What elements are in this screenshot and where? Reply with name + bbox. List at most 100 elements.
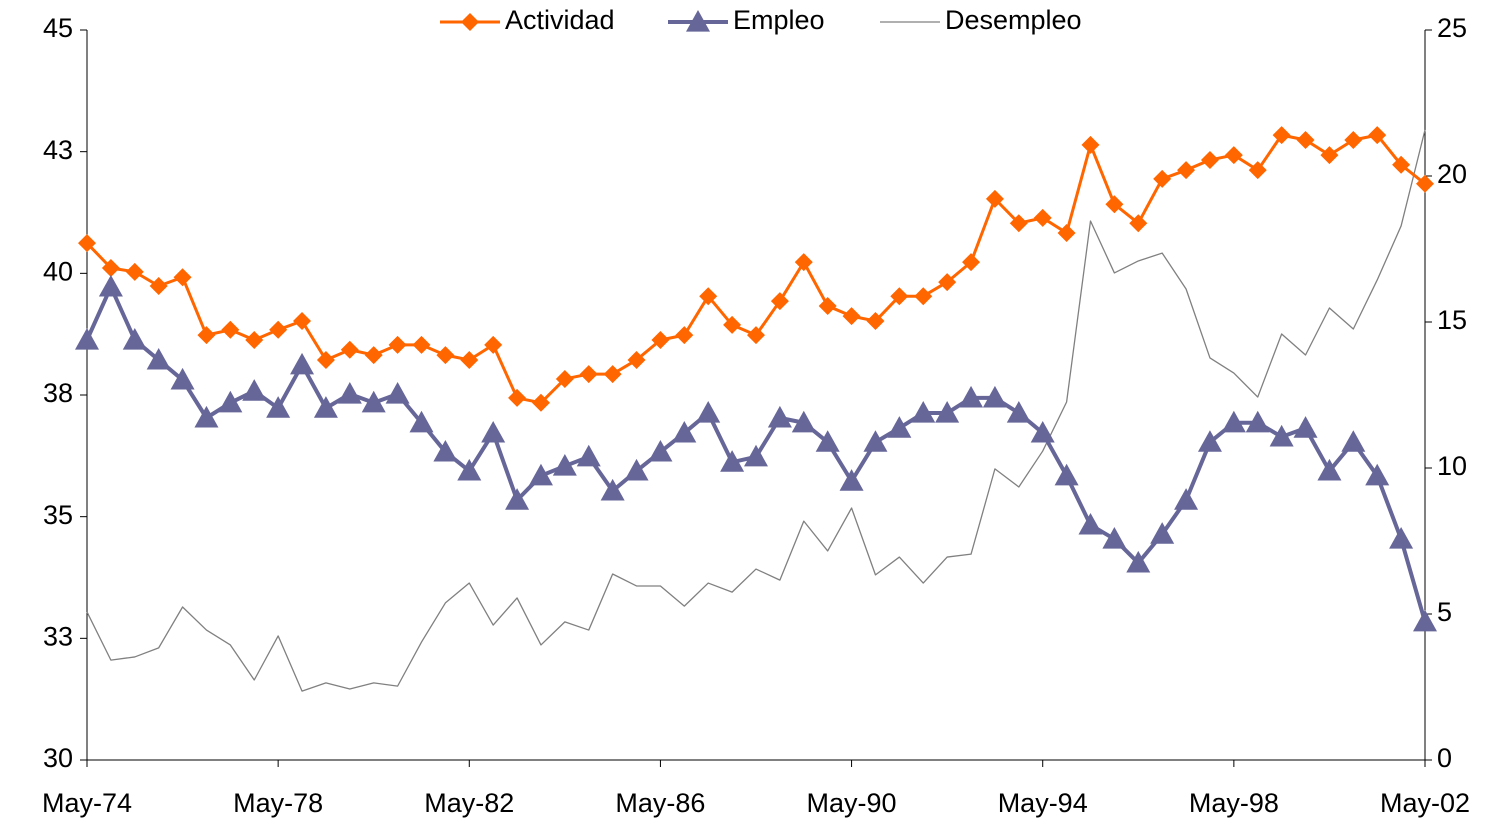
point <box>125 262 144 281</box>
point <box>1102 527 1127 549</box>
point <box>361 390 386 413</box>
point <box>699 287 718 306</box>
point <box>221 320 240 339</box>
point <box>815 430 840 452</box>
point <box>170 367 195 390</box>
point <box>747 326 765 345</box>
point <box>1006 401 1031 423</box>
point <box>1389 527 1414 549</box>
point <box>266 396 291 418</box>
x-tick-label: May-86 <box>615 788 705 818</box>
point <box>552 454 577 476</box>
point <box>624 458 649 481</box>
point <box>938 273 957 292</box>
point <box>911 401 936 423</box>
point <box>101 258 120 277</box>
point <box>935 401 960 423</box>
point <box>98 274 123 297</box>
point <box>890 287 909 306</box>
point <box>866 312 885 331</box>
point <box>914 287 933 306</box>
point <box>1272 126 1291 145</box>
point <box>1293 416 1318 438</box>
point <box>959 385 984 408</box>
point <box>1365 463 1390 486</box>
legend-marker <box>686 10 710 32</box>
point <box>600 478 625 501</box>
point <box>1030 420 1055 443</box>
point <box>1174 488 1199 510</box>
point <box>1245 410 1270 433</box>
point <box>1317 458 1342 481</box>
point <box>675 326 694 345</box>
y-tick-label: 30 <box>43 743 73 773</box>
point <box>436 346 455 365</box>
point <box>1126 550 1151 573</box>
point <box>842 307 861 326</box>
y2-tick-label: 20 <box>1437 159 1467 189</box>
point <box>78 234 96 253</box>
point <box>173 268 192 287</box>
point <box>460 350 479 369</box>
point <box>648 439 673 462</box>
point <box>1296 130 1315 149</box>
series-line <box>85 133 1426 405</box>
point <box>337 382 362 404</box>
point <box>1224 146 1243 165</box>
point <box>269 320 288 339</box>
point <box>1177 161 1196 180</box>
y2-tick-label: 15 <box>1437 305 1467 335</box>
point <box>651 331 670 350</box>
point <box>531 393 550 412</box>
point <box>744 444 768 467</box>
point <box>1081 135 1100 154</box>
point <box>508 388 527 407</box>
point <box>839 469 864 491</box>
point <box>1248 161 1267 180</box>
series-line <box>86 129 1426 692</box>
point <box>627 350 646 369</box>
point <box>1150 522 1175 544</box>
point <box>887 416 912 438</box>
point <box>1078 512 1103 535</box>
point <box>245 331 264 350</box>
point <box>122 328 147 350</box>
legend-label: Actividad <box>505 5 615 35</box>
point <box>723 315 742 334</box>
point <box>1320 146 1339 165</box>
x-tick-label: May-94 <box>998 788 1088 818</box>
point <box>197 326 216 345</box>
y-tick-label: 43 <box>43 135 73 165</box>
point <box>982 385 1007 408</box>
point <box>290 352 315 375</box>
point <box>794 253 813 272</box>
y2-tick-label: 0 <box>1437 743 1452 773</box>
point <box>1057 223 1076 242</box>
point <box>1368 126 1387 145</box>
point <box>146 347 171 370</box>
point <box>555 369 574 388</box>
point <box>364 346 383 365</box>
x-tick-label: May-02 <box>1380 788 1470 818</box>
point <box>1269 424 1294 447</box>
y2-tick-label: 10 <box>1437 451 1467 481</box>
legend-label: Empleo <box>733 5 825 35</box>
point <box>313 396 338 418</box>
y-tick-label: 33 <box>43 621 73 651</box>
point <box>149 276 168 295</box>
point <box>528 463 553 486</box>
point <box>1197 430 1222 452</box>
point <box>1033 208 1052 227</box>
y2-tick-label: 25 <box>1437 13 1467 43</box>
point <box>316 350 335 369</box>
point <box>1221 410 1246 433</box>
point <box>1054 463 1079 486</box>
point <box>672 420 697 443</box>
point <box>603 365 622 384</box>
y-tick-label: 40 <box>43 256 73 286</box>
point <box>433 439 458 462</box>
point <box>194 405 219 428</box>
point <box>340 340 359 359</box>
y-tick-label: 45 <box>43 13 73 43</box>
